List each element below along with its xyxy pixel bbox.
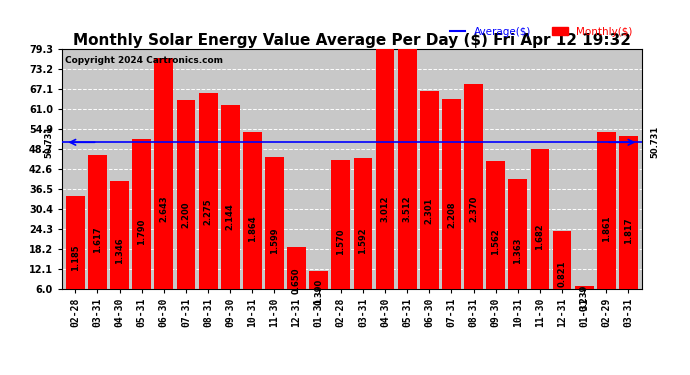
- Text: 2.275: 2.275: [204, 198, 213, 225]
- Bar: [243, 132, 262, 308]
- Bar: [597, 132, 615, 308]
- Bar: [375, 23, 395, 308]
- Text: 2.144: 2.144: [226, 204, 235, 230]
- Text: 1.592: 1.592: [359, 227, 368, 254]
- Text: 2.200: 2.200: [181, 201, 190, 228]
- Text: 0.650: 0.650: [292, 267, 301, 294]
- Bar: [287, 247, 306, 308]
- Text: 1.617: 1.617: [93, 226, 102, 253]
- Bar: [531, 149, 549, 308]
- Text: 2.208: 2.208: [447, 201, 456, 228]
- Bar: [309, 272, 328, 308]
- Text: 3.012: 3.012: [381, 195, 390, 222]
- Bar: [199, 93, 217, 308]
- Title: Monthly Solar Energy Value Average Per Day ($) Fri Apr 12 19:32: Monthly Solar Energy Value Average Per D…: [73, 33, 631, 48]
- Bar: [66, 196, 85, 308]
- Text: 3.512: 3.512: [403, 195, 412, 222]
- Text: 1.864: 1.864: [248, 216, 257, 242]
- Bar: [398, 0, 417, 308]
- Bar: [110, 181, 129, 308]
- Bar: [221, 105, 239, 308]
- Bar: [575, 286, 593, 308]
- Bar: [509, 179, 527, 308]
- Text: 50.731: 50.731: [44, 126, 53, 158]
- Bar: [486, 160, 505, 308]
- Bar: [132, 139, 151, 308]
- Text: 2.301: 2.301: [425, 197, 434, 223]
- Text: 2.370: 2.370: [469, 195, 478, 222]
- Bar: [420, 90, 439, 308]
- Text: 1.346: 1.346: [115, 238, 124, 264]
- Text: 0.821: 0.821: [558, 260, 566, 286]
- Bar: [464, 84, 483, 308]
- Text: 1.562: 1.562: [491, 228, 500, 255]
- Bar: [442, 99, 461, 308]
- Text: 2.643: 2.643: [159, 195, 168, 222]
- Text: 0.239: 0.239: [580, 285, 589, 311]
- Text: Copyright 2024 Cartronics.com: Copyright 2024 Cartronics.com: [65, 56, 223, 65]
- Text: 1.682: 1.682: [535, 224, 544, 250]
- Text: 1.790: 1.790: [137, 219, 146, 245]
- Text: 1.570: 1.570: [336, 228, 345, 255]
- Text: 0.390: 0.390: [314, 279, 323, 305]
- Text: 1.817: 1.817: [624, 218, 633, 244]
- Text: 1.861: 1.861: [602, 216, 611, 242]
- Text: 1.599: 1.599: [270, 227, 279, 254]
- Bar: [265, 157, 284, 308]
- Bar: [88, 155, 107, 308]
- Bar: [619, 136, 638, 308]
- Legend: Average($), Monthly($): Average($), Monthly($): [446, 23, 636, 41]
- Bar: [553, 231, 571, 308]
- Text: 1.363: 1.363: [513, 237, 522, 264]
- Text: 1.185: 1.185: [71, 244, 80, 271]
- Text: 50.731: 50.731: [651, 126, 660, 158]
- Bar: [353, 158, 373, 308]
- Bar: [155, 58, 173, 308]
- Bar: [177, 100, 195, 308]
- Bar: [331, 160, 351, 308]
